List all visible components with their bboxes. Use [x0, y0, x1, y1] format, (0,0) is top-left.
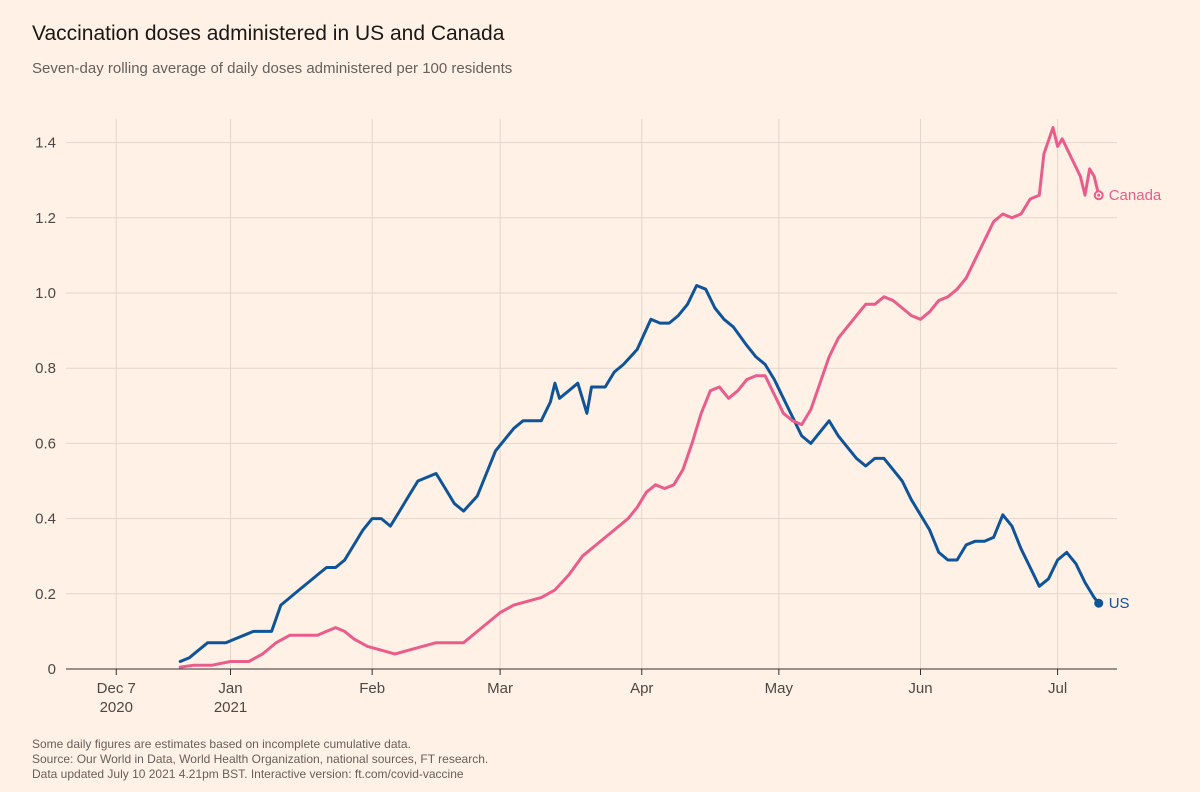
axes: 0 0.2 0.4 0.6 0.8 1.0 1.2 1.4 Dec 7 2020 Jan 2021 Fe… — [35, 135, 1117, 716]
x-tick-label: Dec 7 — [97, 680, 136, 697]
footnote-estimates: Some daily figures are estimates based o… — [32, 737, 411, 751]
y-tick-label: 0.8 — [35, 360, 56, 377]
y-tick-label: 0.4 — [35, 511, 56, 528]
x-tick-sublabel: 2020 — [100, 699, 133, 716]
y-tick-label: 1.2 — [35, 210, 56, 227]
chart-footnotes: Some daily figures are estimates based o… — [32, 737, 488, 782]
y-tick-label: 0.2 — [35, 586, 56, 603]
y-tick-label: 0.6 — [35, 435, 56, 452]
x-tick-label: Apr — [630, 680, 653, 697]
x-tick-label: Jun — [908, 680, 932, 697]
series-end-dot-canada — [1097, 193, 1101, 197]
footnote-source: Source: Our World in Data, World Health … — [32, 752, 489, 766]
chart-title: Vaccination doses administered in US and… — [32, 22, 505, 45]
series-end-marker-us — [1094, 598, 1104, 608]
y-tick-label: 1.4 — [35, 135, 56, 152]
series-lines — [178, 126, 1104, 669]
y-tick-label: 0 — [48, 661, 56, 678]
grid-lines — [66, 119, 1117, 669]
footnote-updated: Data updated July 10 2021 4.21pm BST. In… — [32, 767, 464, 781]
series-labels: US Canada — [1109, 187, 1162, 612]
series-label-canada: Canada — [1109, 187, 1162, 204]
x-tick-label: Feb — [359, 680, 385, 697]
line-chart: 0 0.2 0.4 0.6 0.8 1.0 1.2 1.4 Dec 7 2020 Jan 2021 Fe… — [35, 119, 1162, 716]
x-tick-label: Jul — [1048, 680, 1067, 697]
series-line-canada — [178, 126, 1101, 669]
x-tick-label: May — [765, 680, 794, 697]
x-tick-sublabel: 2021 — [214, 699, 247, 716]
series-line-us — [178, 284, 1101, 663]
series-label-us: US — [1109, 595, 1130, 612]
x-tick-label: Jan — [218, 680, 242, 697]
y-tick-label: 1.0 — [35, 285, 56, 302]
x-tick-label: Mar — [487, 680, 513, 697]
chart-subtitle: Seven-day rolling average of daily doses… — [32, 60, 513, 77]
